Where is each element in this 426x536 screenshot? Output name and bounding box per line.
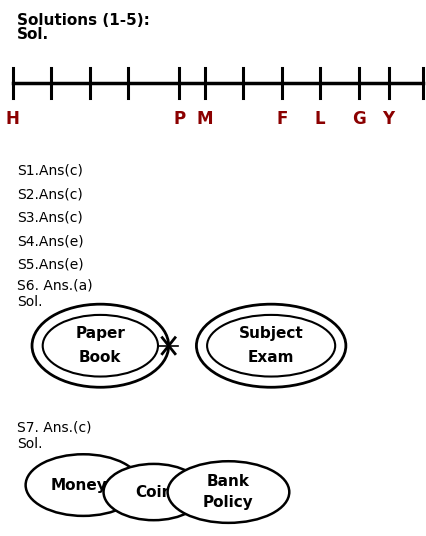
Ellipse shape	[167, 461, 289, 523]
Text: S2.Ans(c): S2.Ans(c)	[17, 187, 83, 201]
Text: S1.Ans(c): S1.Ans(c)	[17, 163, 83, 177]
Ellipse shape	[26, 454, 141, 516]
Text: Book: Book	[79, 350, 121, 365]
Text: H: H	[6, 110, 20, 128]
Text: Sol.: Sol.	[17, 295, 43, 309]
Text: Policy: Policy	[203, 495, 253, 510]
Text: P: P	[173, 110, 185, 128]
Text: Y: Y	[382, 110, 394, 128]
Text: S7. Ans.(c): S7. Ans.(c)	[17, 421, 91, 435]
Text: Subject: Subject	[238, 326, 303, 341]
Text: Coin: Coin	[135, 485, 172, 500]
Text: S6. Ans.(a): S6. Ans.(a)	[17, 279, 92, 293]
Text: Solutions (1-5):: Solutions (1-5):	[17, 13, 150, 28]
Text: Money: Money	[51, 478, 107, 493]
Text: Paper: Paper	[75, 326, 125, 341]
Text: Exam: Exam	[248, 350, 294, 365]
Text: F: F	[276, 110, 287, 128]
Text: S5.Ans(e): S5.Ans(e)	[17, 258, 83, 272]
Text: Bank: Bank	[207, 474, 249, 489]
Text: L: L	[314, 110, 325, 128]
Text: Sol.: Sol.	[17, 27, 49, 42]
Text: M: M	[196, 110, 213, 128]
Ellipse shape	[104, 464, 204, 520]
Text: G: G	[351, 110, 365, 128]
Text: S4.Ans(e): S4.Ans(e)	[17, 234, 83, 248]
Text: S3.Ans(c): S3.Ans(c)	[17, 211, 83, 225]
Text: Sol.: Sol.	[17, 437, 43, 451]
